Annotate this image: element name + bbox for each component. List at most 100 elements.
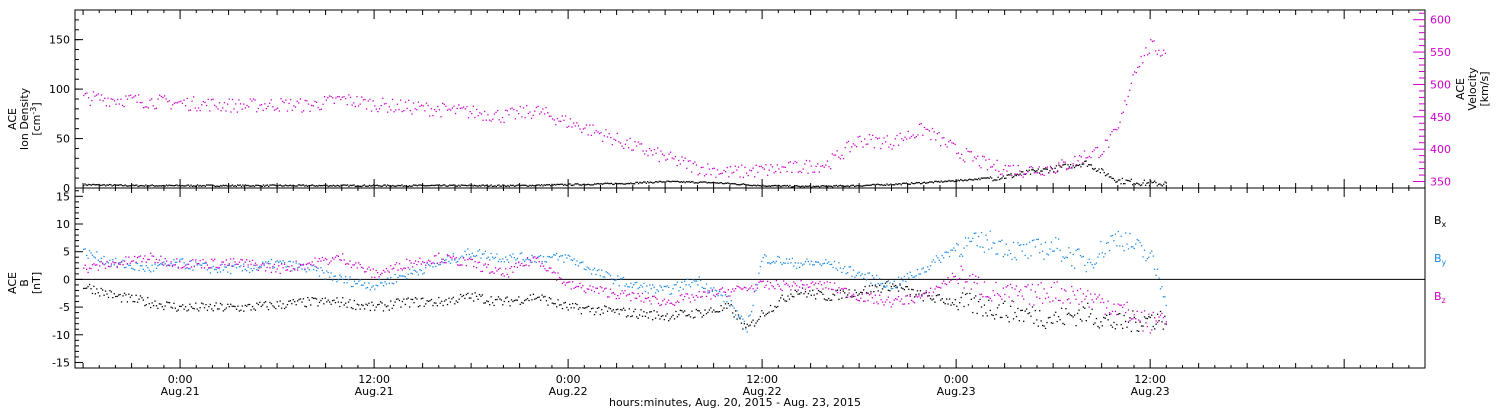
density-point [185, 185, 187, 187]
field-point [1107, 241, 1109, 244]
velocity-point [1051, 168, 1053, 170]
velocity-point [262, 109, 264, 112]
field-point [579, 282, 581, 284]
velocity-point [364, 98, 366, 101]
field-point [334, 302, 337, 304]
field-point [135, 262, 137, 264]
field-point [845, 288, 847, 290]
field-point [794, 262, 796, 264]
field-point [1005, 243, 1007, 245]
velocity-point [366, 108, 368, 110]
field-point [182, 266, 184, 269]
field-point [99, 261, 101, 263]
density-point [1106, 174, 1108, 176]
field-point [752, 288, 754, 290]
density-point [705, 181, 707, 183]
field-point [588, 288, 590, 290]
field-point [854, 295, 856, 298]
field-point [145, 261, 147, 263]
field-point [646, 312, 648, 314]
velocity-point [1038, 166, 1040, 168]
field-point [919, 273, 922, 275]
velocity-point [222, 107, 224, 109]
field-point [823, 298, 826, 300]
velocity-point [425, 102, 428, 104]
density-point [99, 184, 102, 187]
field-point [1138, 319, 1140, 321]
density-point [855, 185, 857, 187]
field-point [998, 294, 1000, 296]
density-point [180, 185, 182, 187]
field-point [692, 296, 695, 298]
field-point [248, 260, 251, 262]
velocity-point [167, 101, 169, 103]
field-point [394, 273, 396, 276]
field-point [705, 283, 708, 285]
field-point [267, 308, 270, 311]
field-point [216, 271, 219, 274]
field-point [749, 324, 751, 326]
density-point [341, 184, 344, 186]
field-point [346, 306, 348, 308]
field-point [649, 284, 651, 286]
velocity-tick-label: 350 [1430, 176, 1451, 189]
density-point [740, 183, 742, 186]
field-point [257, 269, 259, 272]
density-point [744, 183, 746, 185]
field-point [100, 287, 102, 290]
field-point [711, 311, 713, 313]
field-point [630, 282, 632, 285]
density-point [446, 185, 448, 187]
field-point [704, 291, 706, 293]
velocity-point [640, 143, 643, 145]
field-point [1078, 309, 1080, 311]
field-point [173, 264, 175, 266]
field-point [451, 259, 453, 261]
velocity-point [159, 94, 161, 96]
field-point [532, 293, 535, 295]
velocity-point [592, 124, 594, 126]
velocity-point [391, 98, 394, 101]
field-point [1145, 322, 1147, 324]
density-point [923, 181, 926, 183]
density-point [345, 184, 347, 187]
field-point [529, 294, 532, 296]
density-point [756, 184, 759, 186]
velocity-point [792, 162, 795, 165]
velocity-point [703, 175, 706, 177]
velocity-point [783, 166, 785, 168]
field-point [395, 298, 398, 300]
velocity-point [965, 148, 968, 150]
velocity-point [125, 95, 127, 97]
field-point [308, 268, 310, 271]
density-point [724, 182, 726, 184]
field-point [1033, 239, 1035, 241]
density-point [244, 184, 247, 186]
field-point [237, 305, 239, 307]
density-point [262, 184, 265, 186]
density-point [988, 177, 990, 180]
field-point [366, 304, 369, 306]
field-point [339, 274, 341, 276]
velocity-point [849, 151, 851, 153]
field-point [758, 281, 760, 283]
density-point [503, 184, 505, 187]
field-point [918, 293, 920, 295]
field-point [452, 253, 454, 255]
field-point [522, 258, 524, 261]
field-point [1122, 306, 1124, 309]
field-point [90, 288, 92, 290]
field-point [790, 293, 792, 295]
field-point [1074, 314, 1076, 316]
field-point [141, 260, 143, 263]
field-point [189, 260, 191, 262]
density-point [830, 185, 832, 188]
field-point [574, 286, 577, 288]
field-point [1040, 320, 1042, 322]
field-point [150, 306, 152, 309]
velocity-point [857, 136, 859, 138]
field-point [275, 271, 277, 273]
field-point [1123, 249, 1125, 252]
field-point [1165, 321, 1167, 323]
field-point [1074, 294, 1076, 296]
